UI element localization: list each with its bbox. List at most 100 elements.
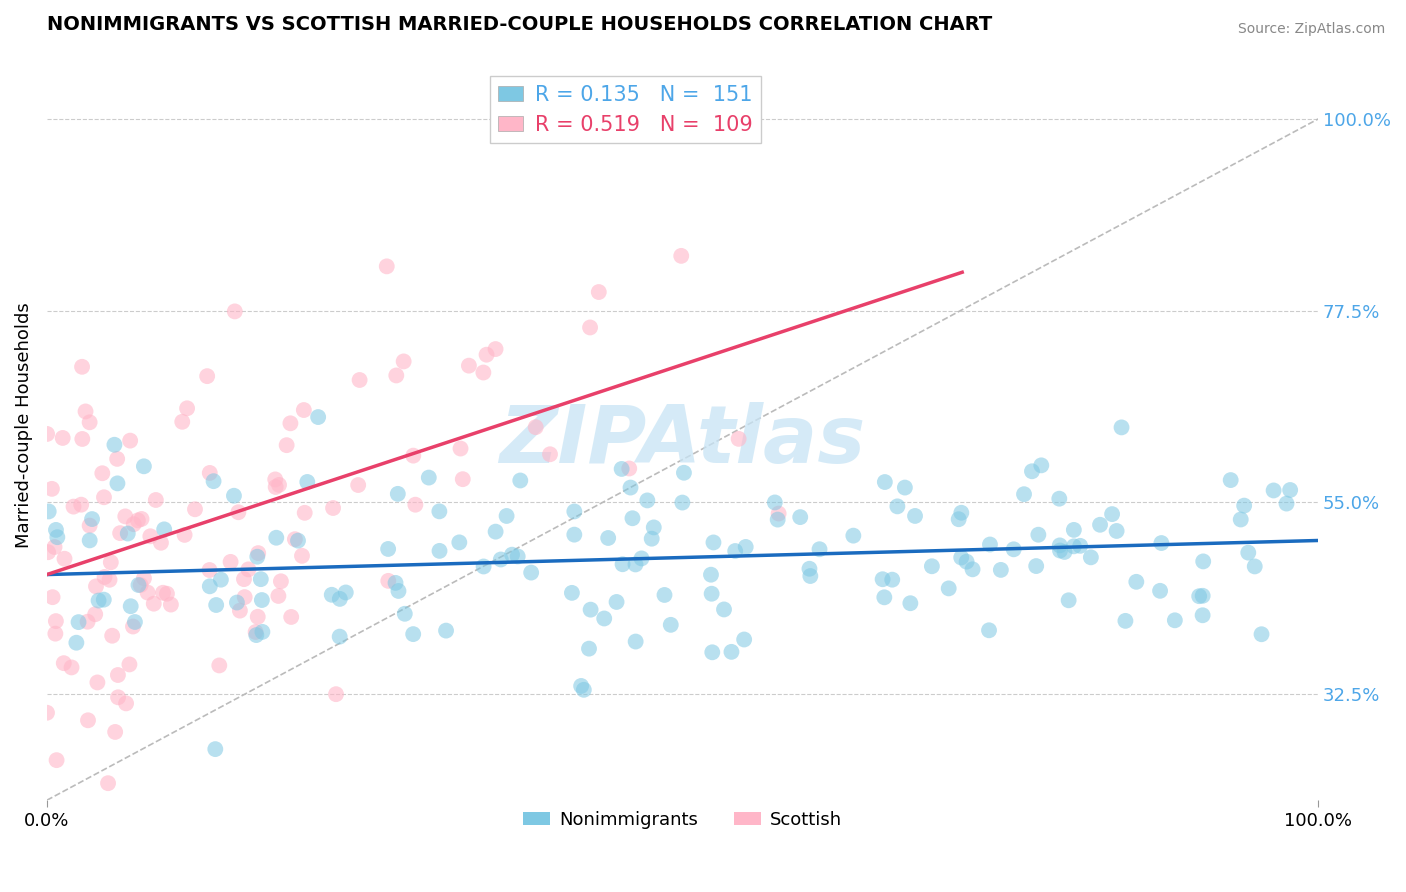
Point xyxy=(245,628,267,642)
Point xyxy=(1188,589,1211,603)
Point xyxy=(506,549,529,564)
Point xyxy=(70,359,93,374)
Point xyxy=(392,354,415,368)
Point xyxy=(233,590,256,604)
Point xyxy=(100,555,122,569)
Point xyxy=(1063,523,1085,537)
Text: Source: ZipAtlas.com: Source: ZipAtlas.com xyxy=(1237,22,1385,37)
Point xyxy=(209,573,232,587)
Point xyxy=(226,595,249,609)
Point xyxy=(38,504,60,518)
Point xyxy=(139,529,162,543)
Point xyxy=(387,584,409,599)
Point xyxy=(195,369,218,384)
Point xyxy=(475,348,498,362)
Point xyxy=(267,478,290,492)
Point xyxy=(429,544,451,558)
Point xyxy=(1233,499,1256,513)
Point xyxy=(53,551,76,566)
Point xyxy=(671,495,693,509)
Point xyxy=(329,630,352,644)
Point xyxy=(46,530,69,544)
Point xyxy=(898,596,921,610)
Point xyxy=(579,320,602,334)
Point xyxy=(1080,550,1102,565)
Point xyxy=(1047,491,1070,506)
Point xyxy=(115,697,138,711)
Point xyxy=(418,470,440,484)
Point xyxy=(659,617,682,632)
Point xyxy=(624,558,647,572)
Point xyxy=(107,690,129,705)
Point xyxy=(619,461,641,475)
Point xyxy=(132,459,155,474)
Point xyxy=(700,587,723,601)
Point xyxy=(569,679,592,693)
Point xyxy=(404,498,426,512)
Point xyxy=(219,555,242,569)
Point xyxy=(562,504,585,518)
Point xyxy=(292,403,315,417)
Point xyxy=(1057,593,1080,607)
Point xyxy=(606,595,628,609)
Point xyxy=(264,472,287,486)
Point xyxy=(1049,543,1071,558)
Point xyxy=(93,592,115,607)
Point xyxy=(377,541,399,556)
Point xyxy=(129,578,152,592)
Point xyxy=(287,533,309,548)
Point xyxy=(65,636,87,650)
Point xyxy=(950,550,973,565)
Point xyxy=(501,548,523,562)
Point xyxy=(45,523,67,537)
Point xyxy=(1164,613,1187,627)
Point xyxy=(938,582,960,596)
Point xyxy=(904,508,927,523)
Point xyxy=(610,462,633,476)
Point xyxy=(120,599,142,614)
Point xyxy=(733,632,755,647)
Point xyxy=(1025,559,1047,574)
Point xyxy=(1105,524,1128,538)
Point xyxy=(120,434,142,448)
Point xyxy=(52,431,75,445)
Point xyxy=(402,449,425,463)
Point xyxy=(458,359,481,373)
Point xyxy=(1191,608,1213,623)
Point xyxy=(122,517,145,532)
Point xyxy=(727,432,749,446)
Point xyxy=(80,512,103,526)
Point xyxy=(700,567,723,582)
Point xyxy=(101,629,124,643)
Point xyxy=(208,658,231,673)
Point xyxy=(1149,583,1171,598)
Point xyxy=(75,404,97,418)
Point xyxy=(720,645,742,659)
Point xyxy=(427,504,450,518)
Point xyxy=(1125,574,1147,589)
Point xyxy=(291,549,314,563)
Point xyxy=(76,615,98,629)
Point xyxy=(377,574,399,588)
Point xyxy=(621,511,644,525)
Point xyxy=(1243,559,1265,574)
Point xyxy=(385,368,408,383)
Point xyxy=(484,342,506,356)
Point xyxy=(702,645,724,659)
Point xyxy=(538,447,561,461)
Point xyxy=(52,656,75,670)
Point xyxy=(335,585,357,599)
Point xyxy=(246,549,269,564)
Point xyxy=(245,625,267,640)
Point xyxy=(1063,539,1085,553)
Point xyxy=(198,579,221,593)
Point xyxy=(572,682,595,697)
Point xyxy=(593,611,616,625)
Point xyxy=(789,510,811,524)
Point xyxy=(349,373,371,387)
Point xyxy=(1275,497,1298,511)
Point xyxy=(44,540,66,554)
Point xyxy=(873,591,896,605)
Point xyxy=(990,563,1012,577)
Point xyxy=(702,535,724,549)
